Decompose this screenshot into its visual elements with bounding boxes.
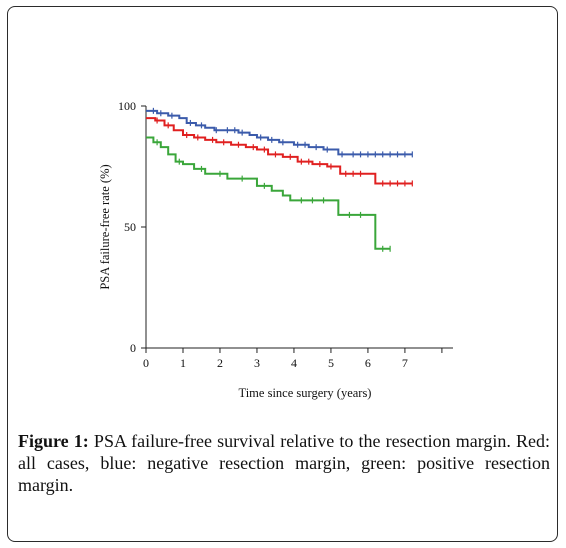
y-tick-label: 50 [124, 220, 136, 234]
series-line [146, 136, 391, 250]
chart-axes: 0 1 2 3 4 5 6 7 0 50 100 [118, 99, 453, 370]
x-tick-label: 6 [365, 356, 371, 370]
x-tick-label: 0 [143, 356, 149, 370]
x-axis-title: Time since surgery (years) [239, 386, 372, 400]
y-tick-label: 0 [130, 341, 136, 355]
series-1 [146, 117, 413, 187]
figure-frame [7, 6, 558, 542]
y-axis-title: PSA failure-free rate (%) [98, 164, 112, 289]
caption-label: Figure 1: [18, 431, 89, 451]
y-tick-label: 100 [118, 99, 136, 113]
x-tick-label: 2 [217, 356, 223, 370]
chart-series [146, 107, 413, 252]
series-0 [146, 107, 413, 158]
x-tick-label: 5 [328, 356, 334, 370]
survival-chart: 0 1 2 3 4 5 6 7 0 50 100 Time since surgery (years… [98, 99, 453, 400]
caption-text: PSA failure-free survival relative to th… [18, 431, 551, 495]
series-line [146, 117, 413, 185]
x-tick-label: 3 [254, 356, 260, 370]
x-tick-label: 4 [291, 356, 297, 370]
x-tick-label: 7 [402, 356, 408, 370]
series-2 [146, 136, 391, 252]
x-tick-label: 1 [180, 356, 186, 370]
figure-caption: Figure 1: PSA failure-free survival rela… [18, 430, 550, 496]
series-line [146, 109, 413, 156]
